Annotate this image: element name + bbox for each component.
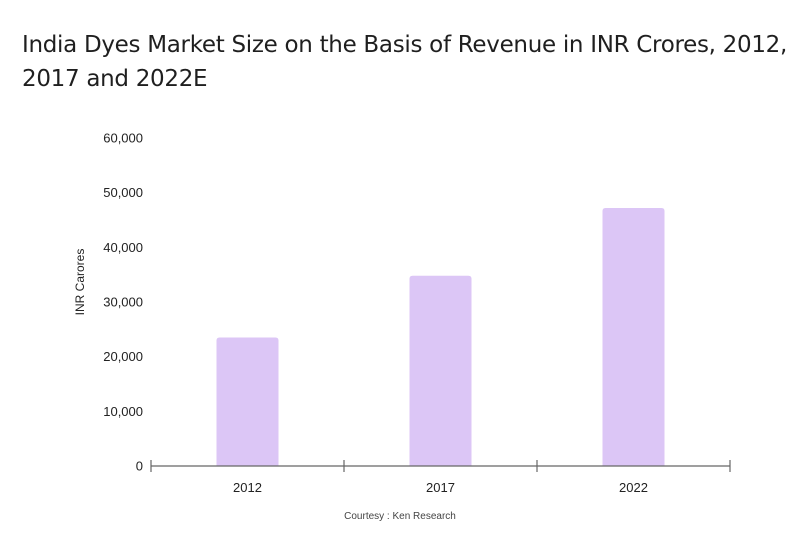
x-tick-label: 2012 [233,480,262,495]
chart-title: India Dyes Market Size on the Basis of R… [22,32,788,92]
x-tick-label: 2022 [619,480,648,495]
bar-2012 [216,337,279,466]
y-tick-label: 30,000 [103,295,143,310]
y-tick-label: 0 [136,459,143,474]
x-tick-label: 2017 [426,480,455,495]
y-tick-label: 40,000 [103,240,143,255]
y-axis-ticks: 0 10,000 20,000 30,000 40,000 50,000 60,000 [103,131,143,474]
y-tick-label: 10,000 [103,404,143,419]
bars [216,207,665,466]
x-axis-ticks [150,460,731,472]
y-tick-label: 50,000 [103,185,143,200]
source-caption: Courtesy : Ken Research [344,511,456,522]
bar-2017 [409,275,472,466]
bar-2022 [602,207,665,466]
y-tick-label: 60,000 [103,131,143,146]
x-axis-labels: 2012 2017 2022 [233,480,648,495]
y-tick-label: 20,000 [103,349,143,364]
y-axis-title: INR Carores [73,249,87,316]
